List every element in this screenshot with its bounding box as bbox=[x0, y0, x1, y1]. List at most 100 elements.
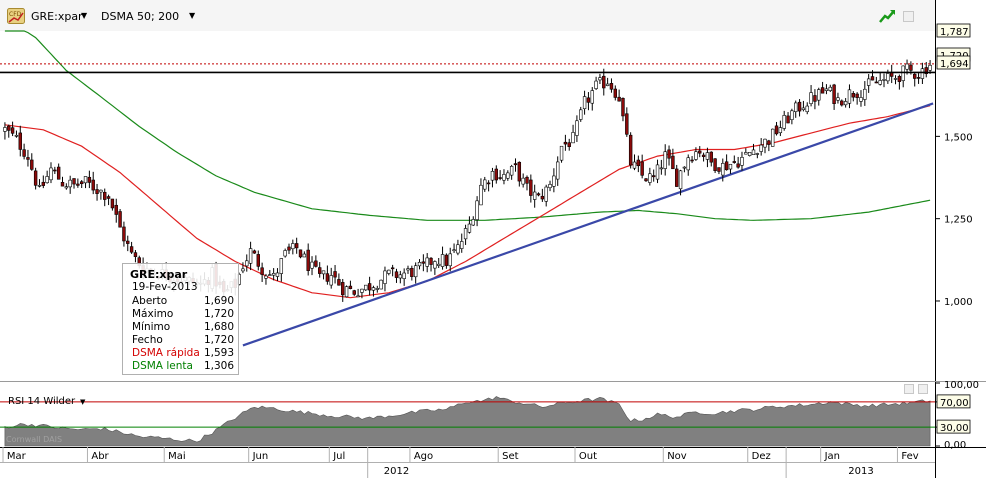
candle[interactable] bbox=[437, 257, 441, 269]
candle[interactable] bbox=[413, 262, 418, 284]
candle[interactable] bbox=[99, 189, 103, 200]
candle[interactable] bbox=[348, 280, 353, 290]
candle[interactable] bbox=[717, 167, 721, 175]
candle[interactable] bbox=[122, 221, 126, 247]
candle[interactable] bbox=[598, 73, 602, 85]
candle[interactable] bbox=[728, 163, 733, 174]
candle[interactable] bbox=[60, 176, 65, 187]
candle[interactable] bbox=[360, 288, 364, 299]
candle[interactable] bbox=[126, 235, 130, 252]
close-panel-icon[interactable] bbox=[903, 11, 914, 22]
candle[interactable] bbox=[529, 174, 533, 203]
candle[interactable] bbox=[252, 249, 257, 254]
candle[interactable] bbox=[916, 73, 921, 84]
candle[interactable] bbox=[421, 254, 426, 272]
candle[interactable] bbox=[563, 134, 568, 151]
candle[interactable] bbox=[248, 241, 253, 271]
support-trendline[interactable] bbox=[242, 102, 934, 347]
candle[interactable] bbox=[682, 166, 687, 173]
candle[interactable] bbox=[463, 224, 468, 245]
symbol-selector[interactable]: GRE:xpar bbox=[31, 10, 83, 23]
candle[interactable] bbox=[805, 102, 809, 115]
candle[interactable] bbox=[321, 270, 326, 280]
candle[interactable] bbox=[429, 257, 433, 272]
candle[interactable] bbox=[41, 175, 46, 189]
candle[interactable] bbox=[536, 192, 541, 197]
candle[interactable] bbox=[302, 251, 307, 258]
candle[interactable] bbox=[579, 106, 583, 122]
candle[interactable] bbox=[866, 74, 871, 93]
candle[interactable] bbox=[732, 155, 736, 164]
candle[interactable] bbox=[763, 138, 767, 154]
candle[interactable] bbox=[521, 173, 525, 188]
candle[interactable] bbox=[417, 259, 422, 270]
candle[interactable] bbox=[797, 99, 802, 117]
candle[interactable] bbox=[651, 169, 656, 182]
candle[interactable] bbox=[318, 262, 322, 278]
rsi-dropdown-icon[interactable]: ▼ bbox=[80, 398, 86, 406]
candle[interactable] bbox=[314, 255, 318, 268]
candle[interactable] bbox=[91, 171, 95, 195]
candle[interactable] bbox=[352, 289, 356, 296]
candle[interactable] bbox=[736, 156, 740, 169]
candle[interactable] bbox=[344, 285, 349, 298]
candle[interactable] bbox=[475, 196, 479, 227]
candle[interactable] bbox=[628, 132, 633, 169]
candle[interactable] bbox=[882, 73, 886, 88]
candle[interactable] bbox=[18, 125, 22, 157]
candle[interactable] bbox=[817, 87, 821, 106]
candle[interactable] bbox=[460, 233, 464, 253]
candle[interactable] bbox=[383, 266, 387, 292]
candle[interactable] bbox=[548, 180, 552, 192]
candle[interactable] bbox=[843, 98, 848, 108]
candle[interactable] bbox=[410, 265, 414, 281]
candle[interactable] bbox=[256, 250, 260, 271]
candle[interactable] bbox=[559, 145, 564, 163]
candle[interactable] bbox=[56, 163, 61, 180]
candle[interactable] bbox=[329, 267, 333, 289]
candle[interactable] bbox=[751, 143, 756, 155]
candle[interactable] bbox=[590, 87, 594, 111]
candle[interactable] bbox=[621, 97, 625, 122]
candle[interactable] bbox=[863, 81, 867, 106]
candle[interactable] bbox=[920, 62, 925, 84]
candle[interactable] bbox=[264, 273, 268, 285]
candle[interactable] bbox=[755, 152, 760, 159]
candle[interactable] bbox=[387, 269, 391, 276]
candle[interactable] bbox=[713, 158, 717, 173]
candle[interactable] bbox=[271, 268, 276, 281]
candle[interactable] bbox=[471, 216, 475, 226]
candle[interactable] bbox=[10, 121, 15, 137]
candle[interactable] bbox=[617, 89, 621, 102]
candle[interactable] bbox=[83, 176, 88, 189]
candle[interactable] bbox=[502, 169, 506, 185]
candle[interactable] bbox=[402, 268, 406, 286]
candle[interactable] bbox=[794, 100, 798, 118]
candle[interactable] bbox=[341, 278, 345, 302]
candle[interactable] bbox=[924, 61, 928, 78]
candle[interactable] bbox=[609, 78, 614, 93]
candle[interactable] bbox=[467, 216, 472, 234]
candle[interactable] bbox=[686, 154, 690, 176]
candle[interactable] bbox=[556, 156, 560, 186]
candle[interactable] bbox=[878, 72, 882, 86]
candle[interactable] bbox=[859, 90, 863, 107]
candle[interactable] bbox=[483, 176, 487, 192]
candle[interactable] bbox=[33, 167, 38, 190]
candle[interactable] bbox=[425, 253, 429, 273]
candle[interactable] bbox=[721, 158, 725, 182]
candle[interactable] bbox=[452, 243, 456, 253]
candle[interactable] bbox=[53, 166, 57, 175]
candle[interactable] bbox=[310, 256, 314, 276]
candle[interactable] bbox=[836, 92, 840, 104]
candle[interactable] bbox=[394, 268, 399, 283]
candle[interactable] bbox=[820, 81, 825, 94]
candle[interactable] bbox=[855, 92, 859, 105]
candle[interactable] bbox=[490, 167, 495, 188]
candle[interactable] bbox=[298, 249, 303, 259]
candle[interactable] bbox=[79, 180, 84, 189]
candle[interactable] bbox=[49, 162, 53, 184]
candle[interactable] bbox=[663, 144, 667, 176]
candle[interactable] bbox=[498, 170, 502, 181]
candle[interactable] bbox=[294, 237, 299, 254]
